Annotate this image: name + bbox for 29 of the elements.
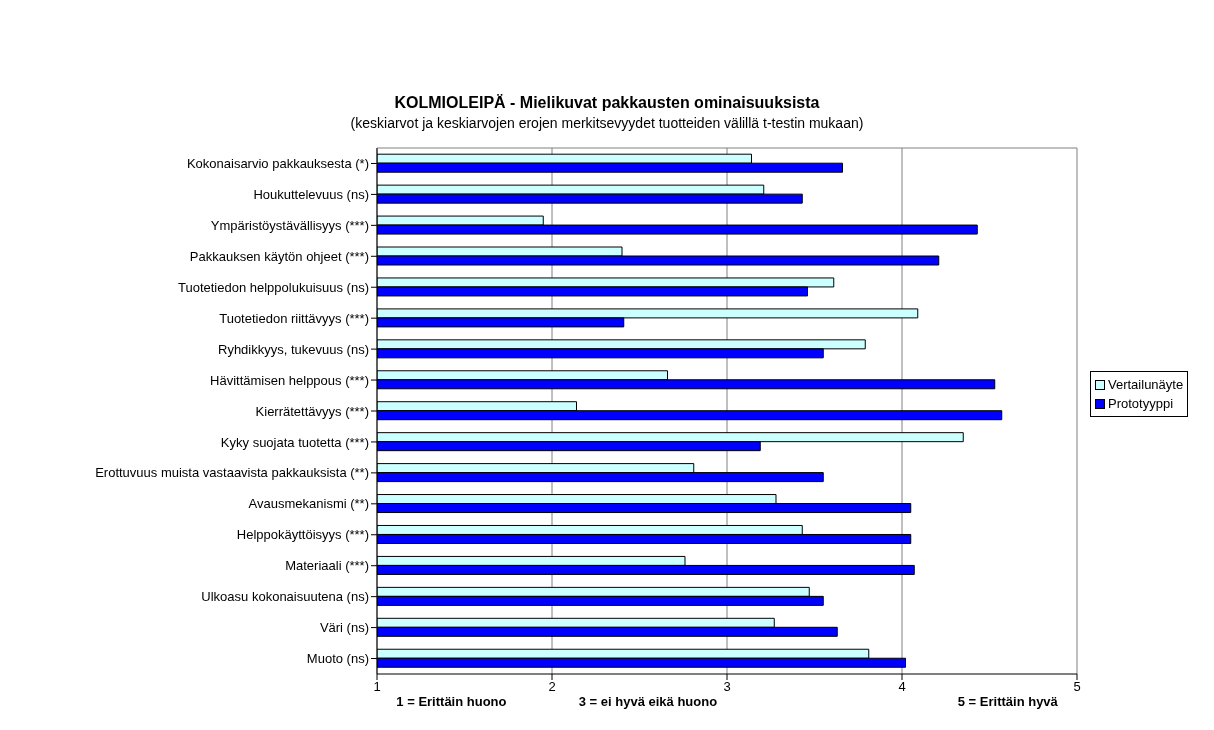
text: 3 = ei hyvä eikä huono (578, 694, 718, 709)
y-tick-label: Muoto (ns) (306, 651, 369, 667)
x-tick-label: 2 (548, 679, 556, 695)
legend-label: Vertailunäyte (1108, 376, 1184, 394)
text: 1 = Erittäin huono (396, 694, 507, 709)
chart-subtitle: (keskiarvot ja keskiarvojen erojen merkitsevyydet tuotteiden välillä t-testin mukaan) (349, 115, 865, 131)
y-tick-label: Ulkoasu kokonaisuutena (ns) (201, 589, 369, 605)
y-tick-label: Tuotetiedon helppolukuisuus (ns) (177, 279, 369, 295)
x-tick-label: 5 (1073, 679, 1081, 695)
y-tick-label: Pakkauksen käytön ohjeet (***) (189, 248, 369, 264)
y-tick-label: Ryhdikkyys, tukevuus (ns) (218, 341, 369, 357)
y-tick-label: Tuotetiedon riittävyys (***) (219, 310, 369, 326)
y-tick-label: Avausmekanismi (**) (248, 496, 369, 512)
y-tick-label: Hävittämisen helppous (***) (210, 372, 369, 388)
x-tick-label: 1 (373, 679, 381, 695)
y-tick-label: Materiaali (***) (285, 558, 369, 574)
x-tick-label: 4 (898, 679, 906, 695)
x-tick-label: 3 (723, 679, 731, 695)
chart-title: KOLMIOLEIPÄ - Mielikuvat pakkausten ominaisuuksista (393, 94, 821, 112)
text: 5 = Erittäin hyvä (957, 694, 1058, 709)
y-tick-label: Kierrätettävyys (***) (255, 403, 369, 419)
y-tick-label: Kyky suojata tuotetta (***) (220, 434, 369, 450)
y-tick-label: Väri (ns) (319, 620, 369, 636)
y-tick-label: Kokonaisarvio pakkauksesta (*) (186, 156, 369, 172)
y-tick-label: Erottuvuus muista vastaavista pakkauksista (**) (95, 465, 369, 481)
y-tick-label: Houkuttelevuus (ns) (253, 187, 369, 203)
y-tick-label: Helppokäyttöisyys (***) (236, 527, 369, 543)
y-tick-label: Ympäristöystävällisyys (***) (210, 217, 369, 233)
legend-label: Prototyyppi (1108, 395, 1174, 413)
